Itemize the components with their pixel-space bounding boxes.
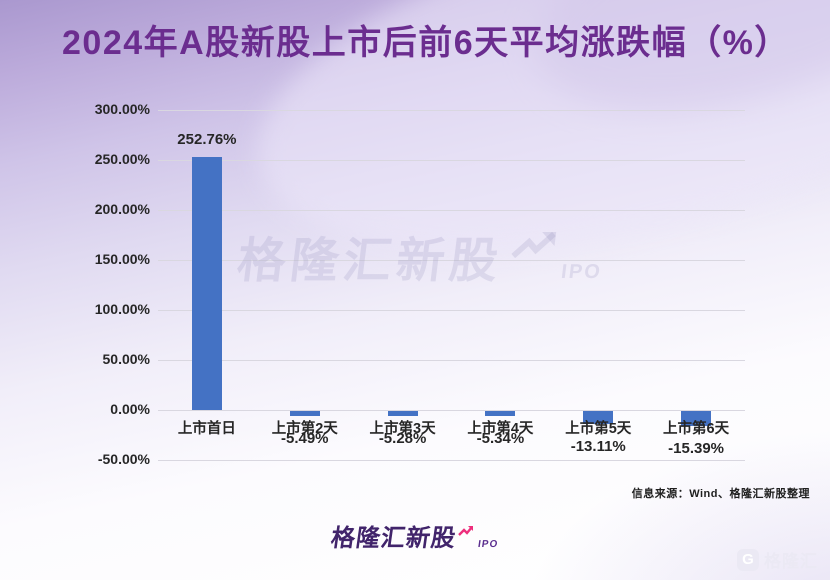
gridline [158, 360, 745, 361]
y-axis-tick-label: 250.00% [94, 151, 150, 167]
gridline [158, 310, 745, 311]
gridline [158, 410, 745, 411]
page-title: 2024年A股新股上市后前6天平均涨跌幅（%） [62, 24, 790, 62]
x-axis-category-label: 上市第4天 [467, 421, 534, 437]
gridline [158, 160, 745, 161]
source-note: 信息来源：Wind、格隆汇新股整理 [631, 488, 810, 500]
y-axis-tick-label: 50.00% [102, 351, 150, 367]
data-value-label: -5.34% [476, 430, 525, 448]
data-value-label: -15.39% [668, 440, 725, 458]
data-value-label: -5.28% [378, 430, 427, 448]
x-axis-category-label: 上市第2天 [271, 421, 338, 437]
y-axis-tick-label: -50.00% [97, 451, 150, 467]
gridline [158, 460, 745, 461]
x-axis-category-label: 上市第5天 [565, 421, 632, 437]
data-value-label: 252.76% [177, 131, 237, 149]
x-axis-category-label: 上市第3天 [369, 421, 436, 437]
y-axis-tick-label: 150.00% [94, 251, 150, 267]
data-value-label: -13.11% [570, 438, 626, 456]
bar-上市首日 [191, 157, 222, 410]
bar-上市第3天 [387, 411, 418, 417]
y-axis-tick-label: 200.00% [94, 201, 150, 217]
bar-上市第6天 [681, 411, 712, 427]
gridline [158, 110, 745, 111]
y-axis-tick-label: 300.00% [94, 101, 150, 117]
y-axis-tick-label: 0.00% [110, 401, 150, 417]
y-axis-tick-label: 100.00% [94, 301, 150, 317]
x-axis-category-label: 上市首日 [177, 421, 236, 437]
data-value-label: -5.49% [280, 430, 329, 448]
gridline [158, 260, 745, 261]
bar-上市第4天 [485, 411, 516, 417]
x-axis-category-label: 上市第6天 [663, 421, 730, 437]
bar-上市第5天 [583, 411, 614, 425]
bar-上市第2天 [289, 411, 320, 417]
gridline [158, 210, 745, 211]
